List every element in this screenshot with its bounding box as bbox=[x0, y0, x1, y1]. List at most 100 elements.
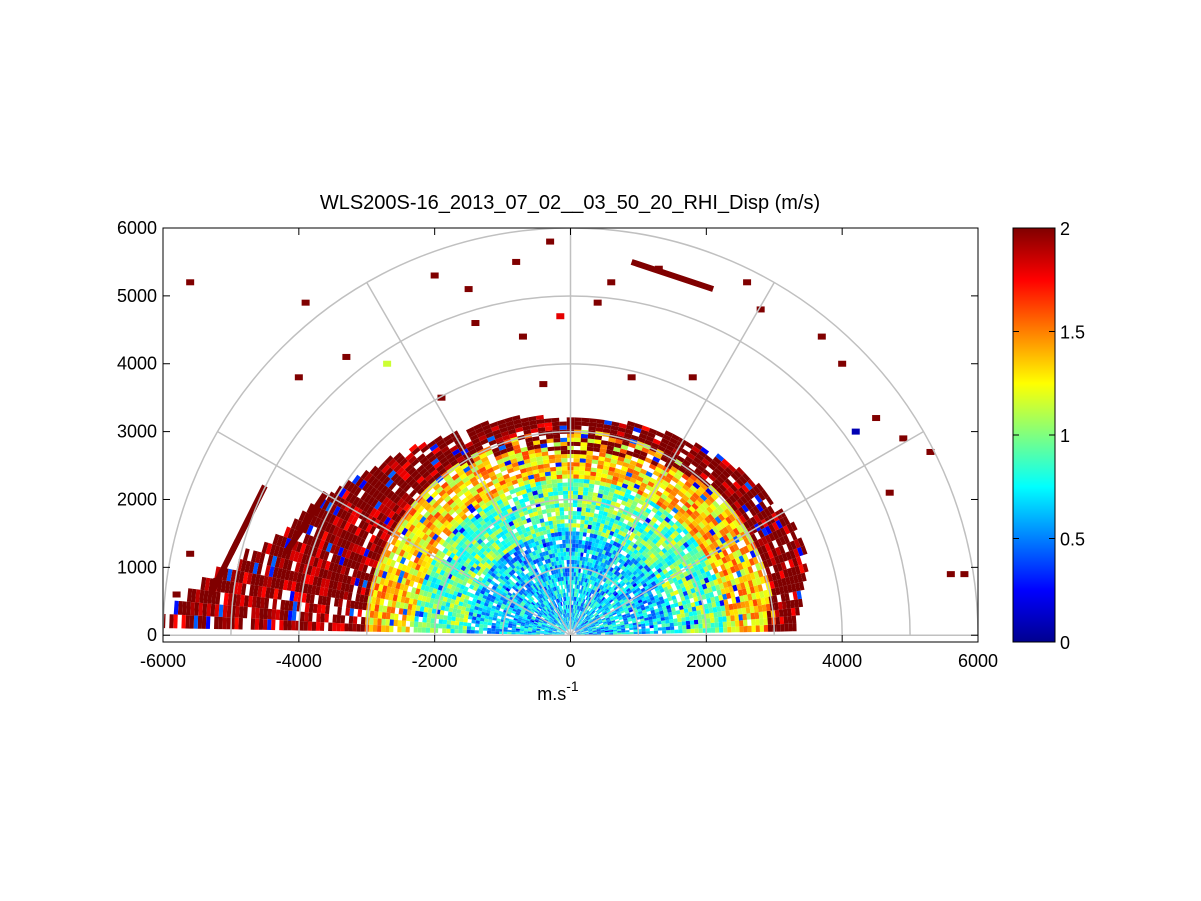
heatmap-cell bbox=[660, 559, 667, 566]
heatmap-cell bbox=[744, 559, 752, 568]
heatmap-cell bbox=[574, 609, 577, 614]
heatmap-cell bbox=[415, 521, 423, 529]
heatmap-cell bbox=[476, 462, 485, 470]
heatmap-cell bbox=[586, 578, 590, 584]
heatmap-cell bbox=[637, 599, 643, 604]
heatmap-cell bbox=[779, 616, 785, 625]
heatmap-cell bbox=[596, 497, 603, 503]
heatmap-cell bbox=[567, 580, 570, 585]
heatmap-cell bbox=[784, 623, 789, 632]
heatmap-cell bbox=[598, 594, 603, 599]
heatmap-cell bbox=[620, 610, 625, 614]
heatmap-cell bbox=[481, 611, 486, 616]
heatmap-cell bbox=[547, 516, 553, 522]
heatmap-cell bbox=[416, 505, 425, 514]
heatmap-cell bbox=[660, 493, 668, 501]
heatmap-cell bbox=[558, 626, 563, 630]
heatmap-cell bbox=[582, 495, 588, 500]
heatmap-cell bbox=[358, 528, 366, 538]
heatmap-cell bbox=[698, 504, 707, 512]
heatmap-cell bbox=[673, 555, 679, 562]
heatmap-cell bbox=[572, 527, 577, 532]
heatmap-cell bbox=[509, 618, 514, 622]
heatmap-cell bbox=[536, 544, 541, 550]
heatmap-cell bbox=[652, 523, 659, 530]
heatmap-cell bbox=[529, 499, 536, 505]
heatmap-cell bbox=[479, 617, 485, 622]
heatmap-cell bbox=[503, 598, 509, 603]
heatmap-cell bbox=[732, 519, 740, 528]
heatmap-cell bbox=[601, 540, 607, 546]
heatmap-cell bbox=[732, 584, 738, 592]
heatmap-cell bbox=[606, 474, 614, 480]
heatmap-cell bbox=[438, 442, 448, 451]
heatmap-cell bbox=[669, 603, 675, 609]
heatmap-cell bbox=[278, 578, 285, 590]
heatmap-cell bbox=[532, 490, 538, 496]
heatmap-cell bbox=[548, 620, 553, 623]
heatmap-cell bbox=[590, 598, 594, 603]
heatmap-cell bbox=[356, 554, 364, 563]
heatmap-cell bbox=[767, 550, 774, 559]
heatmap-cell bbox=[454, 466, 463, 474]
heatmap-cell bbox=[404, 529, 412, 538]
heatmap-cell bbox=[621, 531, 627, 538]
heatmap-cell bbox=[657, 584, 664, 590]
heatmap-cell bbox=[546, 529, 551, 534]
heatmap-cell bbox=[548, 520, 553, 526]
heatmap-cell bbox=[717, 577, 723, 585]
heatmap-cell bbox=[638, 454, 647, 461]
heatmap-cell bbox=[598, 621, 603, 625]
heatmap-cell bbox=[582, 624, 586, 628]
heatmap-cell bbox=[470, 551, 477, 558]
heatmap-cell bbox=[600, 631, 605, 633]
heatmap-cell bbox=[682, 484, 690, 492]
heatmap-cell bbox=[468, 496, 476, 504]
heatmap-cell bbox=[535, 617, 540, 621]
heatmap-cell bbox=[305, 593, 311, 604]
heatmap-cell bbox=[757, 538, 765, 547]
heatmap-cell bbox=[446, 477, 454, 485]
heatmap-cell bbox=[467, 548, 474, 555]
heatmap-cell bbox=[572, 608, 574, 613]
heatmap-cell bbox=[565, 621, 568, 626]
heatmap-cell bbox=[587, 625, 592, 629]
heatmap-cell bbox=[662, 526, 670, 533]
heatmap-cell bbox=[625, 450, 634, 457]
heatmap-cell bbox=[395, 547, 402, 556]
heatmap-cell bbox=[199, 589, 205, 604]
heatmap-cell bbox=[593, 555, 598, 561]
heatmap-cell bbox=[605, 608, 610, 612]
heatmap-cell bbox=[548, 630, 553, 633]
heatmap-cell bbox=[566, 625, 569, 630]
heatmap-cell bbox=[573, 441, 581, 447]
heatmap-cell bbox=[506, 446, 514, 453]
heatmap-cell bbox=[527, 631, 532, 634]
heatmap-cell bbox=[661, 574, 667, 580]
heatmap-cell bbox=[619, 592, 625, 598]
heatmap-cell bbox=[502, 434, 511, 441]
heatmap-cell bbox=[645, 631, 650, 634]
heatmap-cell bbox=[604, 629, 609, 631]
heatmap-cell bbox=[384, 507, 392, 517]
heatmap-cell bbox=[695, 453, 705, 462]
heatmap-cell bbox=[499, 562, 506, 568]
heatmap-cell bbox=[672, 577, 678, 583]
heatmap-cell bbox=[547, 491, 554, 497]
heatmap-cell bbox=[543, 581, 548, 587]
heatmap-cell bbox=[473, 423, 483, 431]
heatmap-cell bbox=[352, 623, 357, 632]
heatmap-cell bbox=[759, 590, 765, 599]
heatmap-cell bbox=[749, 606, 755, 614]
heatmap-cell bbox=[703, 588, 709, 595]
heatmap-cell bbox=[536, 460, 544, 466]
heatmap-cell bbox=[338, 556, 346, 566]
heatmap-cell bbox=[423, 606, 429, 613]
heatmap-cell bbox=[545, 626, 550, 629]
heatmap-cell bbox=[529, 538, 535, 544]
heatmap-cell bbox=[525, 602, 530, 606]
heatmap-cell bbox=[530, 428, 539, 434]
heatmap-cell bbox=[679, 497, 687, 505]
heatmap-cell bbox=[545, 475, 552, 481]
heatmap-cell bbox=[306, 535, 314, 546]
